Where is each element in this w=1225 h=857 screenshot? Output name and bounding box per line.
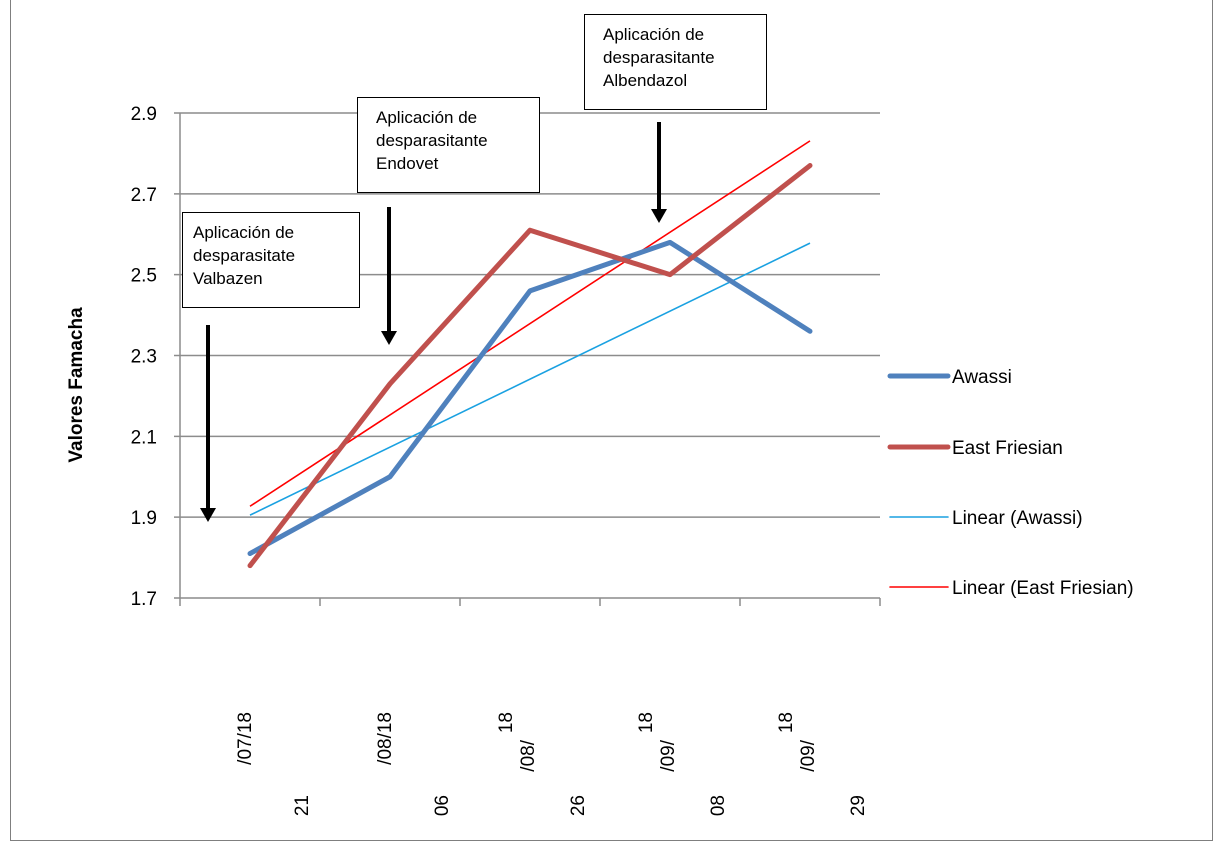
x-tick-label: 21: [292, 795, 313, 816]
annotation-line: desparasitante: [603, 48, 715, 67]
legend-label: East Friesian: [952, 438, 1063, 459]
annotation-line: Endovet: [376, 154, 439, 173]
annotation-line: Aplicación de: [603, 25, 705, 44]
annotation-line: Albendazol: [603, 71, 688, 90]
y-tick-label: 2.1: [131, 427, 157, 448]
annotation-line: Valbazen: [193, 269, 263, 288]
annotation-albendazol: Aplicación de desparasitante Albendazol: [584, 14, 767, 110]
annotation-arrowhead: [651, 209, 667, 223]
annotation-arrows: [200, 122, 667, 522]
annotation-endovet: Aplicación de desparasitante Endovet: [357, 97, 540, 193]
x-tick-label: /09/: [658, 739, 679, 771]
x-tick-label: /08/18: [375, 712, 396, 765]
chart-frame: [10, 0, 1213, 841]
x-tick-label: 08: [708, 795, 729, 816]
annotation-line: desparasitante: [376, 131, 488, 150]
y-tick-label: 2.3: [131, 347, 157, 368]
series-line: [247, 239, 813, 557]
legend-label: Linear (East Friesian): [952, 578, 1134, 599]
x-axis: [179, 113, 881, 606]
x-tick-labels: /07/18 21/08/18 06 18/08/26 18/09/08 18/09/29: [235, 712, 869, 816]
series-line: [247, 163, 813, 569]
annotation-arrowhead: [381, 331, 397, 345]
legend-label: Awassi: [952, 367, 1012, 388]
trendline: [249, 242, 811, 516]
x-tick-label: /09/: [798, 739, 819, 771]
annotation-line: desparasitate: [193, 246, 296, 265]
y-tick-label: 1.9: [131, 508, 157, 529]
legend-label: Linear (Awassi): [952, 508, 1083, 529]
annotation-line: Aplicación de: [376, 108, 478, 127]
x-tick-label: /07/18: [235, 712, 256, 765]
x-tick-label: 18: [776, 712, 797, 733]
annotation-valbazen: Aplicación de desparasitate Valbazen: [182, 212, 360, 308]
x-tick-label: 29: [848, 795, 869, 816]
y-tick-label: 2.9: [131, 104, 157, 125]
legend: Awassi East Friesian Linear (Awassi) Linear…: [887, 367, 1134, 599]
trendline: [249, 140, 811, 507]
annotation-line: Aplicación de: [193, 223, 295, 242]
x-tick-label: 18: [496, 712, 517, 733]
y-tick-label: 2.7: [131, 185, 157, 206]
x-tick-label: 06: [432, 795, 453, 816]
x-tick-label: 18: [636, 712, 657, 733]
annotation-arrowhead: [200, 508, 216, 522]
y-axis-label: Valores Famacha: [66, 307, 87, 463]
series-lines: [247, 163, 813, 569]
y-tick-labels: 2.9 2.7 2.5 2.3 2.1 1.9 1.7: [131, 104, 157, 610]
x-tick-label: /08/: [518, 739, 539, 771]
x-tick-label: 26: [568, 795, 589, 816]
y-tick-label: 1.7: [131, 589, 157, 610]
y-tick-label: 2.5: [131, 266, 157, 287]
